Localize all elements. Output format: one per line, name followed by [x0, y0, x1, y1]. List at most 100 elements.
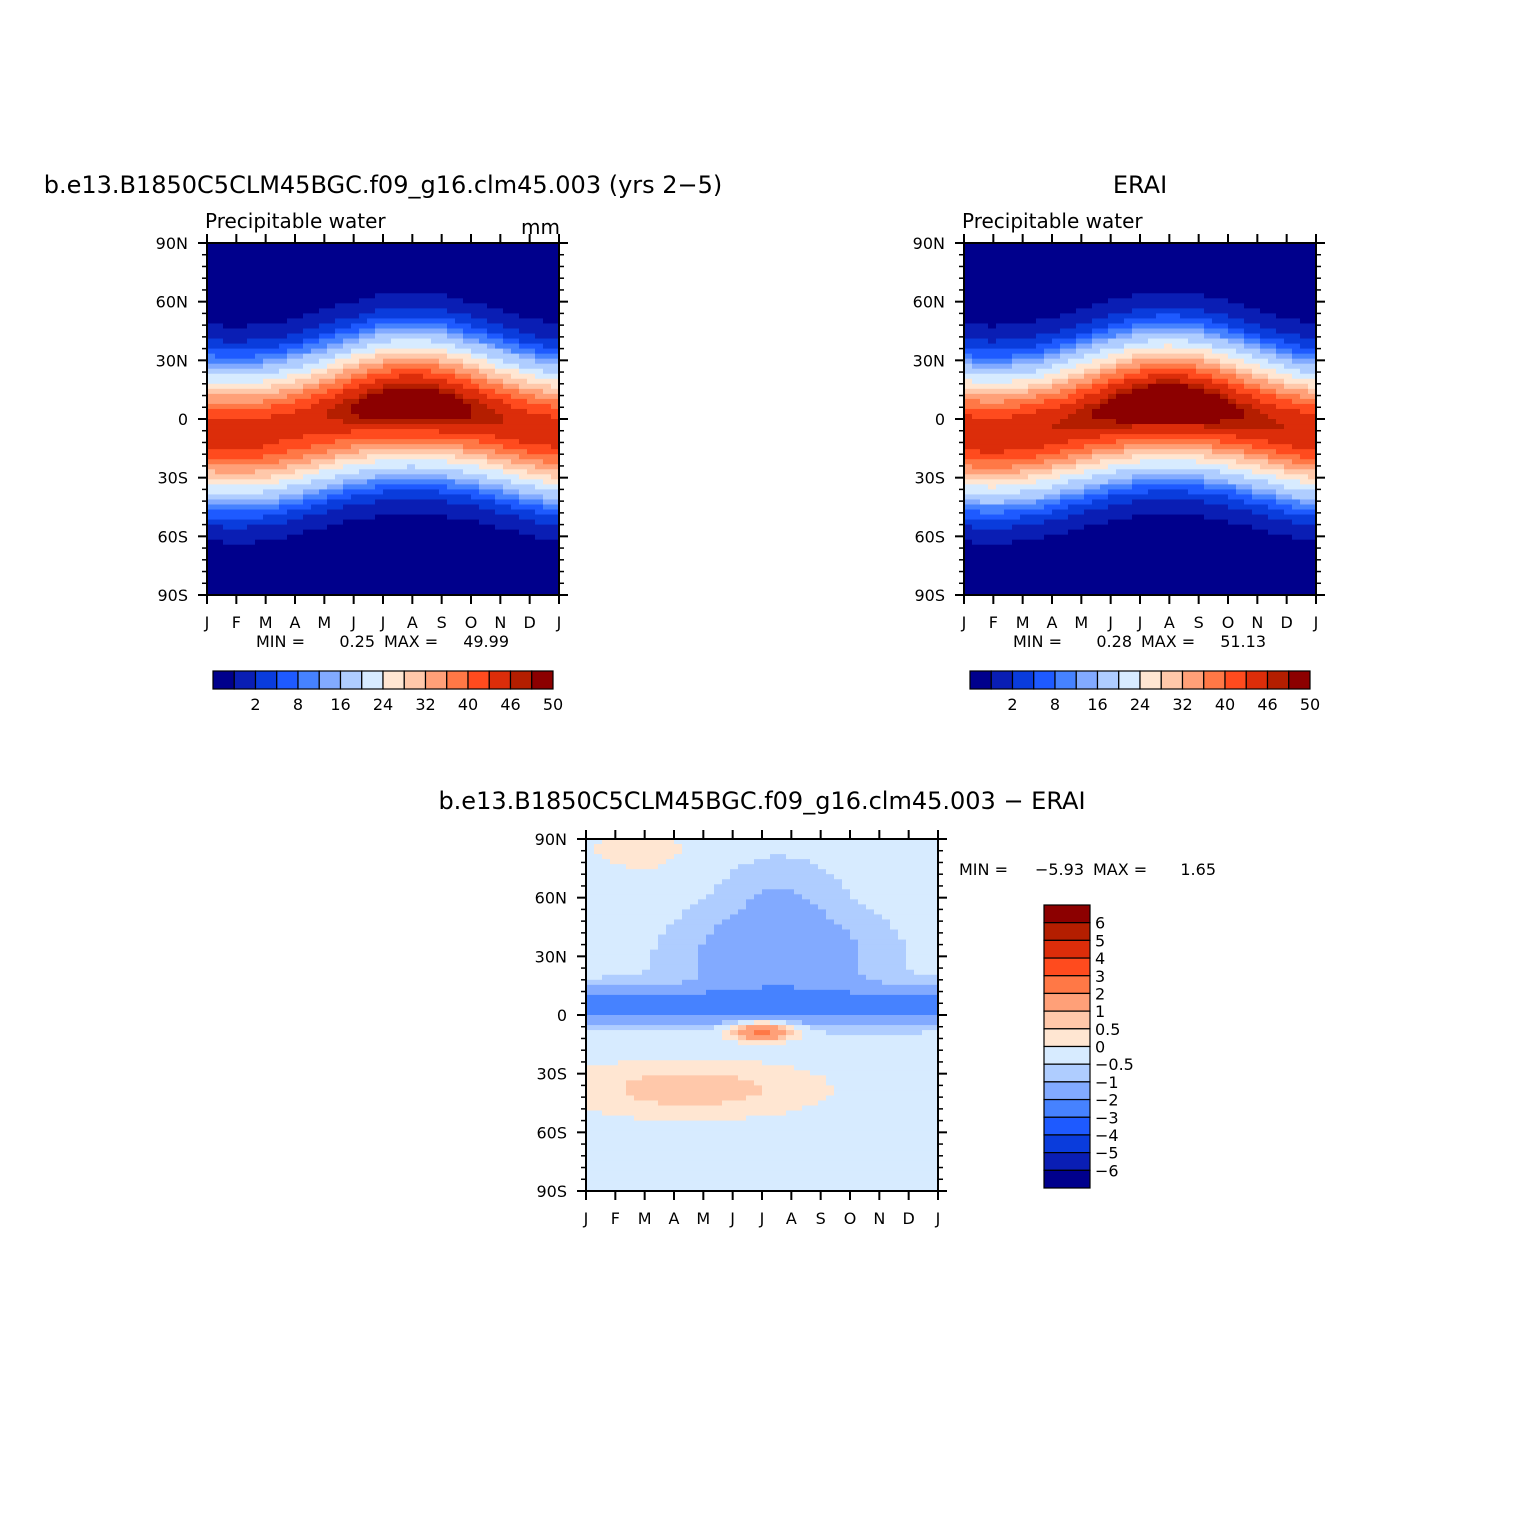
field-cell — [375, 398, 384, 405]
field-cell — [407, 318, 416, 325]
field-cell — [1148, 338, 1157, 345]
field-cell — [1012, 554, 1021, 561]
field-cell — [279, 383, 288, 390]
field-cell — [383, 424, 392, 430]
field-cell — [1164, 268, 1173, 274]
field-cell — [1052, 263, 1061, 269]
field-cell — [1076, 258, 1085, 264]
field-cell — [415, 454, 424, 460]
field-cell — [327, 509, 336, 516]
field-cell — [503, 343, 512, 350]
field-cell — [1100, 388, 1109, 395]
field-cell — [447, 469, 456, 475]
field-cell — [447, 464, 456, 470]
field-cell — [375, 263, 384, 269]
field-cell — [1124, 248, 1133, 254]
field-cell — [511, 398, 520, 405]
field-cell — [503, 273, 512, 279]
field-cell — [239, 539, 248, 546]
field-cell — [988, 408, 997, 415]
field-cell — [1156, 308, 1165, 314]
field-cell — [311, 253, 320, 259]
field-cell — [1020, 273, 1029, 279]
field-cell — [415, 444, 424, 450]
field-cell — [487, 338, 496, 345]
field-cell — [359, 554, 368, 561]
field-cell — [423, 288, 432, 294]
field-cell — [231, 413, 240, 420]
field-cell — [287, 544, 296, 551]
field-cell — [996, 534, 1005, 541]
field-cell — [964, 338, 973, 345]
field-cell — [263, 459, 272, 465]
field-cell — [359, 509, 368, 516]
field-cell — [407, 313, 416, 320]
field-cell — [1068, 589, 1077, 596]
field-cell — [1140, 549, 1149, 556]
field-cell — [423, 504, 432, 511]
field-cell — [279, 303, 288, 309]
field-cell — [1044, 539, 1053, 546]
field-cell — [1068, 253, 1077, 259]
field-cell — [988, 569, 997, 576]
field-cell — [255, 268, 264, 274]
field-cell — [487, 358, 496, 365]
field-cell — [972, 373, 981, 380]
field-cell — [295, 363, 304, 370]
field-cell — [1052, 559, 1061, 566]
field-cell — [1092, 373, 1101, 380]
field-cell — [287, 539, 296, 546]
field-cell — [327, 519, 336, 526]
field-cell — [1036, 429, 1045, 435]
field-cell — [487, 378, 496, 385]
field-cell — [1132, 589, 1141, 596]
field-cell — [263, 363, 272, 370]
field-cell — [1068, 243, 1077, 249]
field-cell — [263, 338, 272, 345]
field-cell — [223, 308, 232, 314]
field-cell — [1020, 303, 1029, 309]
field-cell — [1036, 439, 1045, 445]
field-cell — [383, 534, 392, 541]
field-cell — [487, 514, 496, 521]
field-cell — [1140, 434, 1149, 440]
field-cell — [247, 434, 256, 440]
field-cell — [1012, 343, 1021, 350]
field-cell — [1028, 564, 1037, 571]
field-cell — [1068, 424, 1077, 430]
field-cell — [327, 388, 336, 395]
field-cell — [1076, 268, 1085, 274]
field-cell — [215, 579, 224, 586]
field-cell — [996, 333, 1005, 340]
field-cell — [1124, 323, 1133, 330]
field-cell — [1060, 539, 1069, 546]
field-cell — [439, 459, 448, 465]
field-cell — [1068, 434, 1077, 440]
field-cell — [431, 459, 440, 465]
field-cell — [1108, 323, 1117, 330]
field-cell — [1124, 539, 1133, 546]
field-cell — [519, 459, 528, 465]
field-cell — [1076, 363, 1085, 370]
field-cell — [287, 398, 296, 405]
field-cell — [343, 408, 352, 415]
field-cell — [319, 368, 328, 375]
field-cell — [303, 378, 312, 385]
field-cell — [375, 413, 384, 420]
field-cell — [1156, 313, 1165, 320]
field-cell — [271, 479, 280, 485]
field-cell — [988, 484, 997, 490]
field-cell — [1156, 283, 1165, 289]
field-cell — [1004, 343, 1013, 350]
field-cell — [1036, 584, 1045, 591]
field-cell — [1108, 248, 1117, 254]
field-cell — [231, 489, 240, 496]
field-cell — [359, 424, 368, 430]
field-cell — [247, 383, 256, 390]
field-cell — [383, 579, 392, 586]
field-cell — [980, 328, 989, 335]
field-cell — [215, 529, 224, 536]
field-cell — [1052, 569, 1061, 576]
field-cell — [1084, 449, 1093, 455]
field-cell — [1060, 413, 1069, 420]
